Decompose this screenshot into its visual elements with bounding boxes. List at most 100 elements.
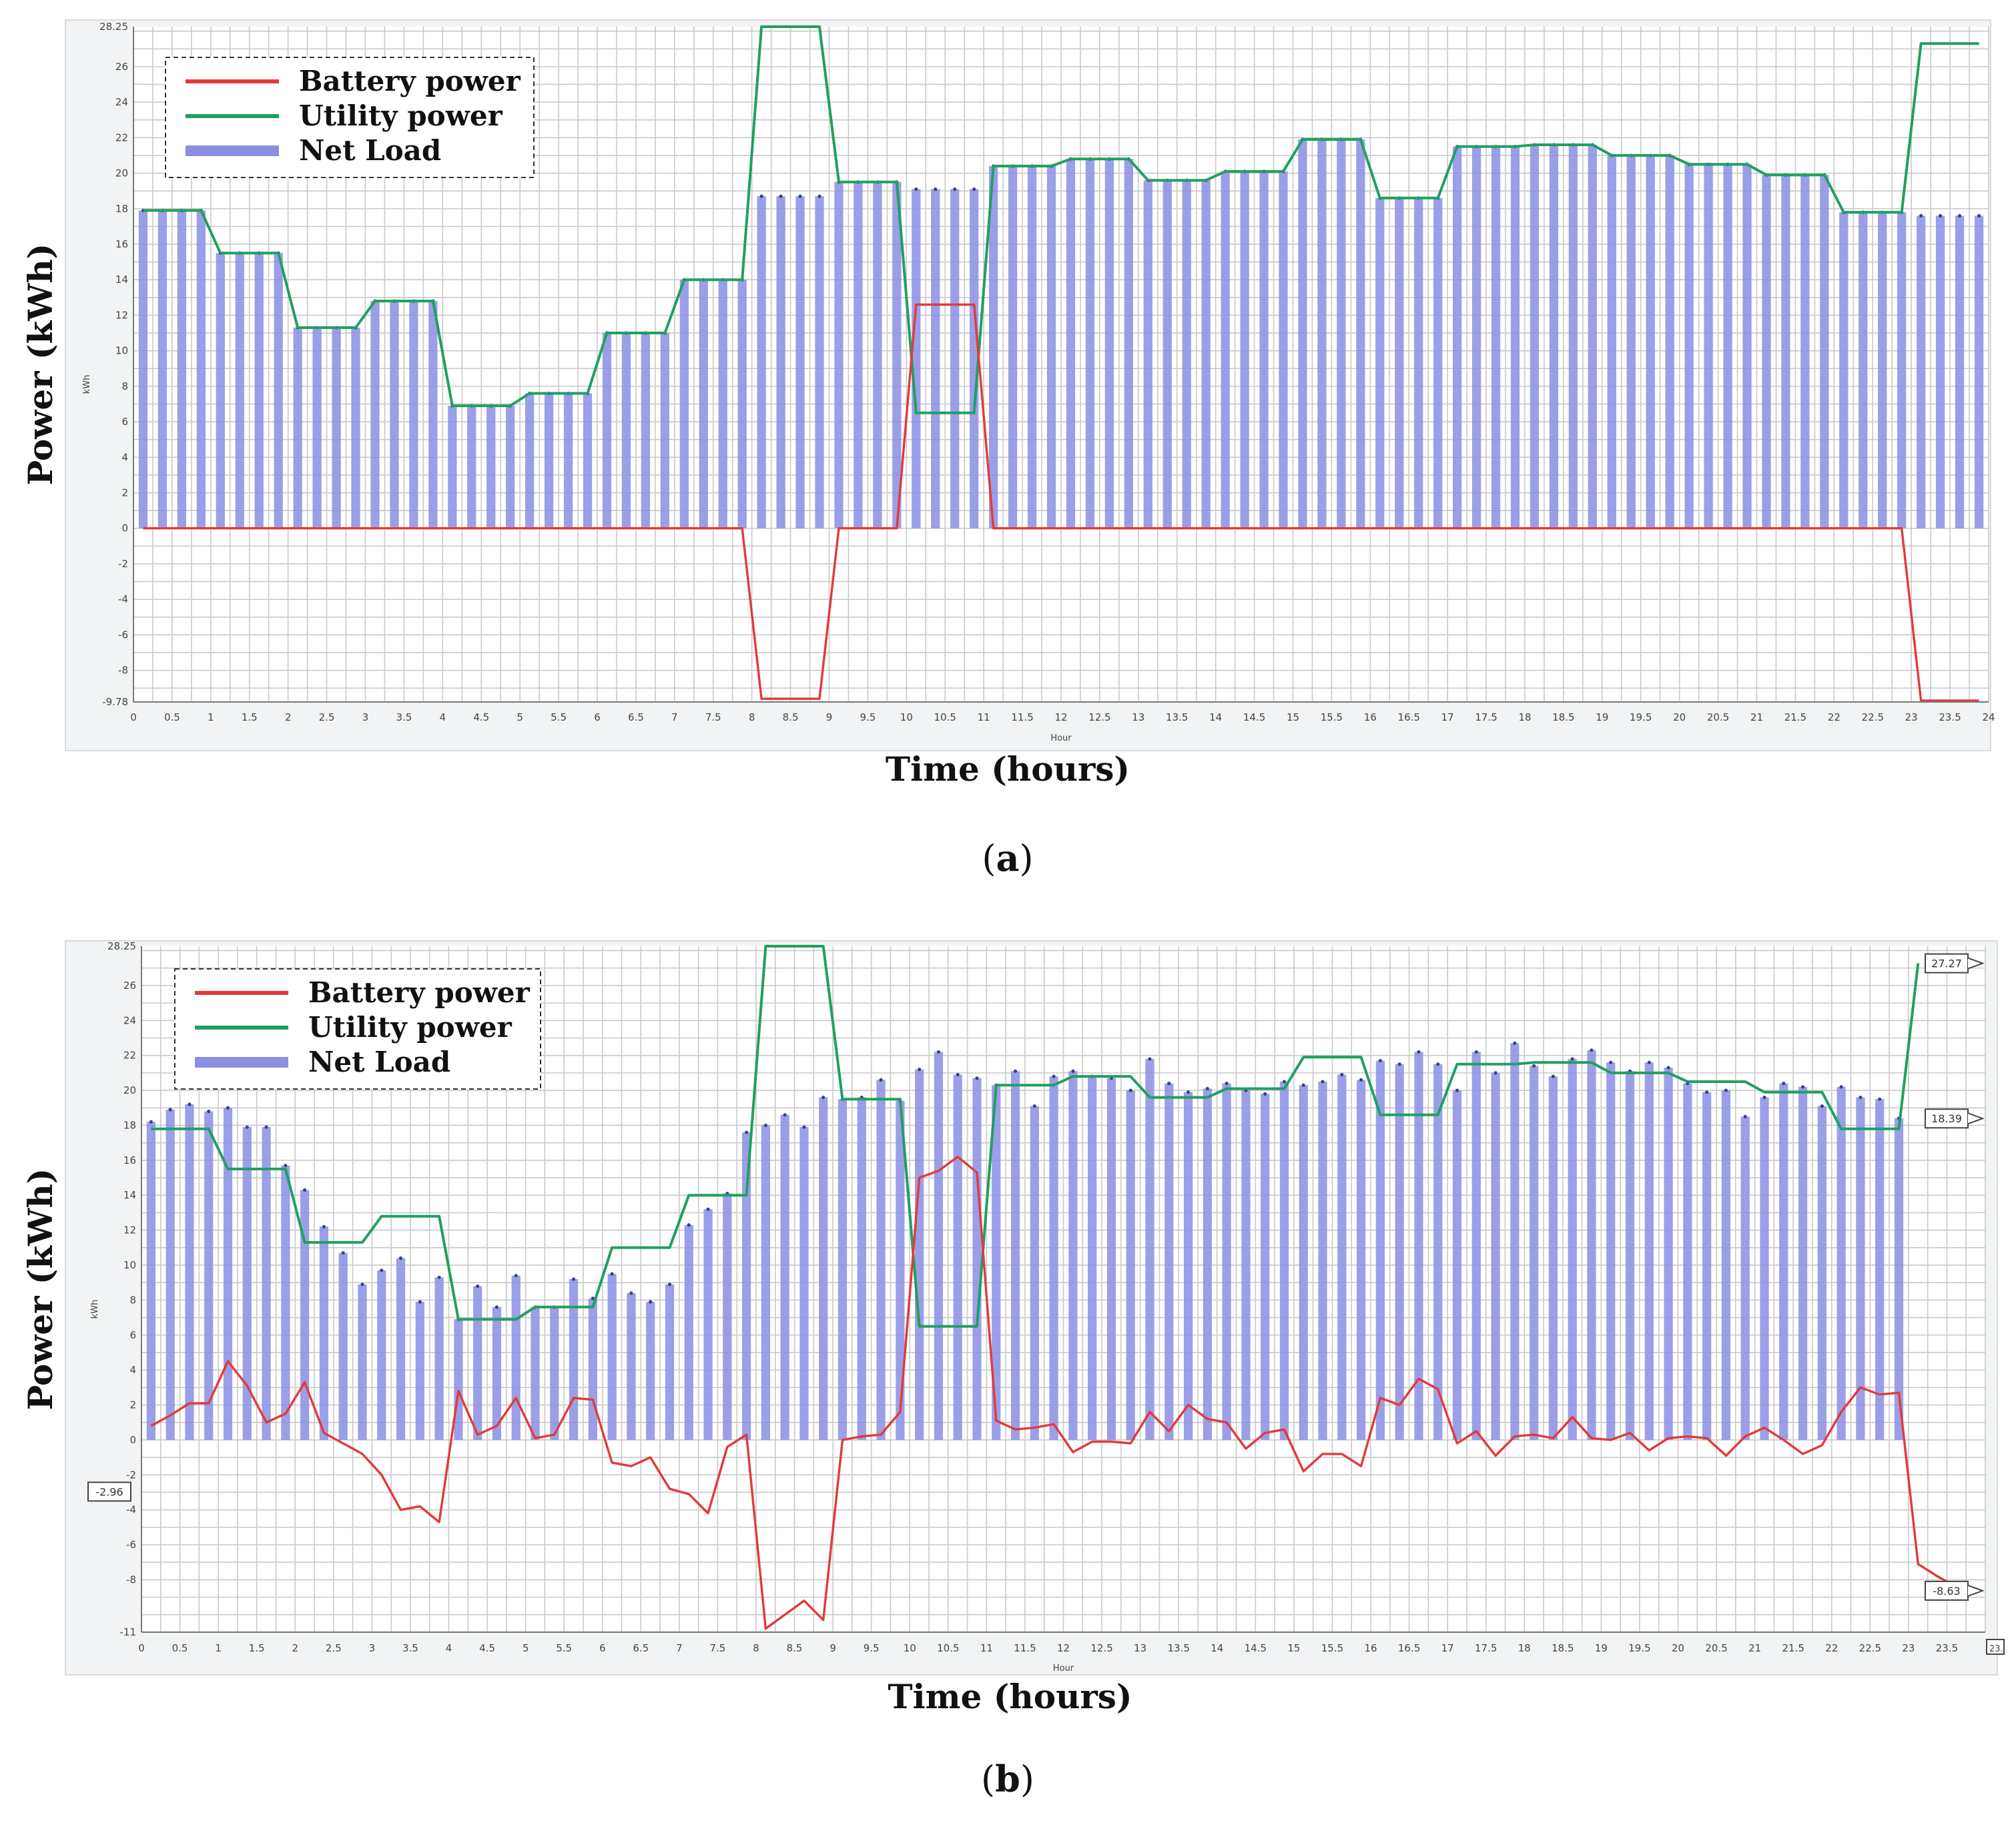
- inner-y-label: kWh: [82, 375, 92, 394]
- net-load-bar: [1241, 1090, 1251, 1440]
- net-load-point: [303, 1188, 307, 1192]
- x-tick-label: 0.5: [164, 711, 180, 723]
- net-load-point: [798, 194, 802, 198]
- net-load-point: [1762, 1095, 1766, 1100]
- net-load-point: [514, 1274, 518, 1278]
- net-load-point: [779, 194, 783, 198]
- net-load-bar: [1279, 171, 1288, 528]
- y-tick-label: -6: [118, 629, 128, 641]
- net-load-bar: [1085, 159, 1095, 528]
- net-load-bar: [627, 1293, 636, 1440]
- x-tick-label: 23.5: [1939, 711, 1961, 723]
- net-load-bar: [138, 210, 148, 528]
- x-tick-label: 21.5: [1784, 711, 1806, 723]
- net-load-bar: [621, 333, 631, 528]
- net-load-bar: [511, 1275, 521, 1440]
- net-load-bar: [396, 1258, 406, 1440]
- callout-box: [87, 1481, 131, 1502]
- net-load-point: [1859, 1095, 1863, 1100]
- net-load-bar: [583, 393, 593, 528]
- net-load-point: [934, 187, 938, 192]
- net-load-bar: [1491, 146, 1501, 528]
- x-tick-label: 18: [1518, 1642, 1531, 1654]
- net-load-bar: [1530, 1066, 1539, 1440]
- net-load-bar: [492, 1307, 502, 1440]
- net-load-bar: [1414, 1052, 1423, 1440]
- net-load-point: [1647, 1060, 1651, 1064]
- battery-power-line: [143, 303, 1979, 702]
- net-load-bar: [1587, 1050, 1596, 1440]
- legend-label: Utility power: [308, 1011, 513, 1044]
- net-load-point: [149, 1120, 153, 1124]
- net-load-bar: [1375, 198, 1385, 528]
- net-load-bar: [1588, 144, 1598, 528]
- caption-open: (: [981, 1758, 995, 1800]
- x-tick-label: 13: [1132, 711, 1144, 723]
- y-tick-label: 2: [129, 1399, 136, 1411]
- net-load-point: [1977, 214, 1981, 218]
- net-load-point: [168, 1108, 172, 1112]
- x-tick-label: 16.5: [1398, 711, 1420, 723]
- net-load-point: [1301, 1083, 1305, 1087]
- y-tick-label: 18: [123, 1119, 136, 1131]
- net-load-bar: [1318, 1081, 1327, 1440]
- net-load-bar: [679, 280, 689, 528]
- x-tick-label: 4.5: [479, 1642, 495, 1654]
- net-load-point: [1282, 1080, 1287, 1084]
- y-tick-label: 8: [121, 380, 128, 392]
- x-tick-label: 14: [1209, 711, 1222, 723]
- net-load-point: [1436, 1062, 1440, 1066]
- x-tick-label: 13: [1134, 1642, 1146, 1654]
- net-load-bar: [1145, 1058, 1154, 1440]
- net-load-point: [1878, 1097, 1882, 1101]
- x-tick-label: 2: [292, 1642, 298, 1654]
- x-tick-label: 18.5: [1552, 1642, 1574, 1654]
- net-load-point: [1474, 1050, 1478, 1054]
- y-tick-label: 4: [121, 451, 128, 463]
- net-load-bar: [1471, 146, 1481, 528]
- x-axis-title: Time (hours): [888, 1677, 1132, 1716]
- net-load-bar: [1395, 1064, 1404, 1440]
- chart-panel-a: -9.78-8-6-4-20246810121416182022242628.2…: [21, 19, 1995, 879]
- x-axis-title: Time (hours): [886, 749, 1130, 789]
- net-load-point: [759, 194, 763, 198]
- y-tick-label: 12: [123, 1224, 136, 1236]
- net-load-bar: [1240, 171, 1249, 528]
- net-load-bar: [569, 1278, 579, 1440]
- net-load-bar: [216, 253, 225, 528]
- battery-power-line: [150, 1155, 1976, 1630]
- y-tick-label: 16: [123, 1154, 136, 1166]
- legend-label: Net Load: [308, 1046, 450, 1078]
- net-load-bar: [1433, 198, 1443, 528]
- net-load-point: [1417, 1050, 1421, 1054]
- net-load-bar: [1878, 212, 1887, 528]
- x-tick-label: 2.5: [326, 1642, 342, 1654]
- net-load-bar: [1875, 1099, 1885, 1440]
- net-load-point: [629, 1291, 633, 1295]
- net-load-bar: [1568, 144, 1578, 528]
- net-load-bar: [1646, 155, 1655, 528]
- utility-power-line: [151, 945, 1920, 1328]
- x-tick-label: 0: [138, 1642, 145, 1654]
- y-tick-label: 0: [129, 1434, 136, 1446]
- value-callout: 27.27: [1925, 953, 1985, 974]
- x-tick-label: 15.5: [1321, 711, 1343, 723]
- x-tick-label: 23: [1905, 711, 1918, 723]
- net-load-bar: [1839, 212, 1849, 528]
- net-load-bar: [934, 1052, 944, 1440]
- net-load-point: [975, 1076, 979, 1080]
- net-load-bar: [1066, 159, 1076, 528]
- net-load-bar: [1683, 1083, 1692, 1440]
- net-load-bar: [1817, 1106, 1826, 1440]
- x-tick-label: 20.5: [1707, 711, 1729, 723]
- net-load-point: [936, 1050, 941, 1054]
- net-load-bar: [1665, 155, 1674, 528]
- net-load-bar: [1046, 165, 1056, 528]
- net-load-point: [1378, 1058, 1382, 1063]
- y-tick-label: 28.25: [99, 21, 128, 33]
- net-load-bar: [1337, 1074, 1347, 1440]
- net-load-bar: [757, 196, 766, 528]
- net-load-point: [264, 1125, 268, 1129]
- net-load-bar: [281, 1165, 290, 1440]
- net-load-point: [1532, 1064, 1536, 1068]
